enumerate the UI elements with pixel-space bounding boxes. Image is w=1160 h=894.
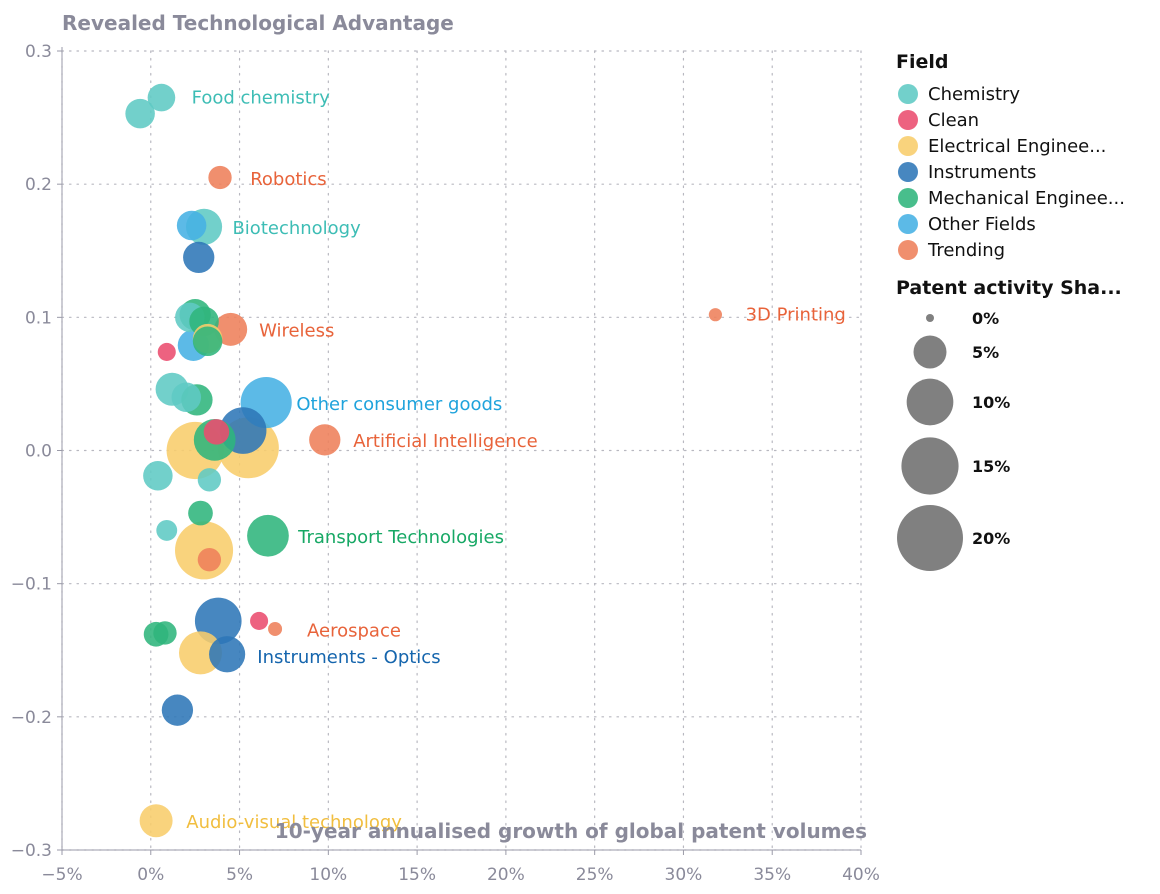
x-tick-label: 25%: [576, 865, 614, 885]
legend-size-label: 5%: [972, 343, 999, 362]
bubble-point[interactable]: [188, 500, 213, 526]
bubble-point[interactable]: [708, 308, 723, 322]
bubble-annotation: Artificial Intelligence: [353, 431, 538, 452]
legend-field-title: Field: [896, 51, 949, 73]
bubble-point[interactable]: [309, 424, 341, 456]
bubble-point[interactable]: [125, 98, 155, 129]
x-axis-label: 10-year annualised growth of global pate…: [275, 819, 867, 843]
legend-size-label: 10%: [972, 393, 1010, 412]
bubble-annotation: Aerospace: [307, 620, 401, 641]
x-tick-label: 15%: [398, 865, 436, 885]
bubble-point[interactable]: [268, 621, 283, 636]
x-tick-label: 10%: [309, 865, 347, 885]
legend-size-circle: [913, 335, 947, 369]
x-tick-label: 40%: [842, 865, 880, 885]
bubble-point[interactable]: [208, 165, 232, 190]
legend-swatch: [898, 162, 918, 182]
bubble-point[interactable]: [147, 83, 176, 112]
legend-swatch: [898, 136, 918, 156]
x-tick-label: 35%: [753, 865, 791, 885]
y-tick-label: −0.1: [11, 575, 52, 595]
chart-title: Revealed Technological Advantage: [62, 11, 454, 35]
y-tick-label: −0.2: [11, 708, 52, 728]
bubble-annotation: Robotics: [250, 169, 326, 190]
bubble-point[interactable]: [247, 514, 289, 557]
legend-size-title: Patent activity Sha...: [896, 277, 1122, 299]
bubble-annotation: Audio-visual technology: [186, 812, 402, 833]
legend-field-label[interactable]: Electrical Enginee...: [928, 136, 1106, 157]
legend-swatch: [898, 188, 918, 208]
bubble-annotation: Instruments - Optics: [257, 647, 440, 668]
bubble-annotation: 3D Printing: [746, 305, 846, 326]
bubble-layer: [125, 83, 723, 838]
legend-swatch: [898, 84, 918, 104]
y-tick-label: −0.3: [11, 841, 52, 861]
legend-size-circle: [897, 505, 963, 571]
legend-field-items: Chemistry Clean Electrical Enginee... Instr…: [898, 84, 1125, 261]
bubble-point[interactable]: [139, 804, 173, 838]
legend-field-label[interactable]: Clean: [928, 110, 979, 131]
y-tick-label: 0.3: [25, 42, 52, 62]
bubble-annotation: Other consumer goods: [296, 394, 502, 415]
legend-size-label: 0%: [972, 309, 999, 328]
bubble-point[interactable]: [209, 636, 246, 673]
axes: −5% 0% 5% 10% 15% 20% 25% 30% 35% 40% 0.3 0.2 0.1 0.0…: [11, 42, 880, 885]
bubble-point[interactable]: [178, 631, 223, 675]
bubble-label-layer: Food chemistry Robotics Biotechnology 3D Pr…: [186, 88, 846, 833]
bubble-point[interactable]: [192, 326, 223, 357]
bubble-point[interactable]: [183, 241, 215, 274]
legend-field-label[interactable]: Other Fields: [928, 214, 1036, 235]
legend-field-label[interactable]: Instruments: [928, 162, 1036, 183]
bubble-point[interactable]: [171, 382, 202, 412]
x-tick-label: 20%: [487, 865, 525, 885]
y-tick-label: 0.2: [25, 175, 52, 195]
legend-field-label[interactable]: Mechanical Enginee...: [928, 188, 1125, 209]
x-tick-label: −5%: [41, 865, 82, 885]
legend-field-label[interactable]: Chemistry: [928, 84, 1020, 105]
bubble-annotation: Food chemistry: [192, 88, 331, 109]
bubble-annotation: Wireless: [259, 321, 334, 342]
y-tick-label: 0.0: [25, 442, 52, 462]
legend-size-label: 15%: [972, 457, 1010, 476]
bubble-point[interactable]: [214, 312, 248, 346]
legend: Field Chemistry Clean Electrical Enginee..…: [896, 51, 1125, 571]
y-tick-label: 0.1: [25, 308, 52, 328]
legend-size-circle: [906, 378, 954, 426]
bubble-point[interactable]: [157, 342, 176, 361]
bubble-annotation: Transport Technologies: [297, 527, 504, 548]
bubble-point[interactable]: [143, 461, 173, 491]
x-tick-label: 5%: [226, 865, 253, 885]
bubble-point[interactable]: [156, 519, 178, 541]
x-tick-label: 0%: [137, 865, 164, 885]
legend-size-label: 20%: [972, 529, 1010, 548]
bubble-point[interactable]: [176, 210, 207, 241]
x-tick-label: 30%: [665, 865, 703, 885]
legend-swatch: [898, 214, 918, 234]
bubble-point[interactable]: [161, 694, 194, 726]
bubble-point[interactable]: [197, 548, 222, 572]
legend-size-circle: [926, 314, 934, 322]
legend-swatch: [898, 240, 918, 260]
legend-swatch: [898, 110, 918, 130]
legend-size-items: 0% 5% 10% 15% 20%: [897, 309, 1010, 571]
legend-field-label[interactable]: Trending: [927, 240, 1005, 261]
bubble-point[interactable]: [153, 621, 177, 645]
legend-size-circle: [901, 437, 959, 495]
bubble-point[interactable]: [197, 468, 222, 492]
bubble-annotation: Biotechnology: [232, 218, 361, 239]
bubble-point[interactable]: [203, 419, 230, 445]
bubble-point[interactable]: [250, 611, 269, 630]
